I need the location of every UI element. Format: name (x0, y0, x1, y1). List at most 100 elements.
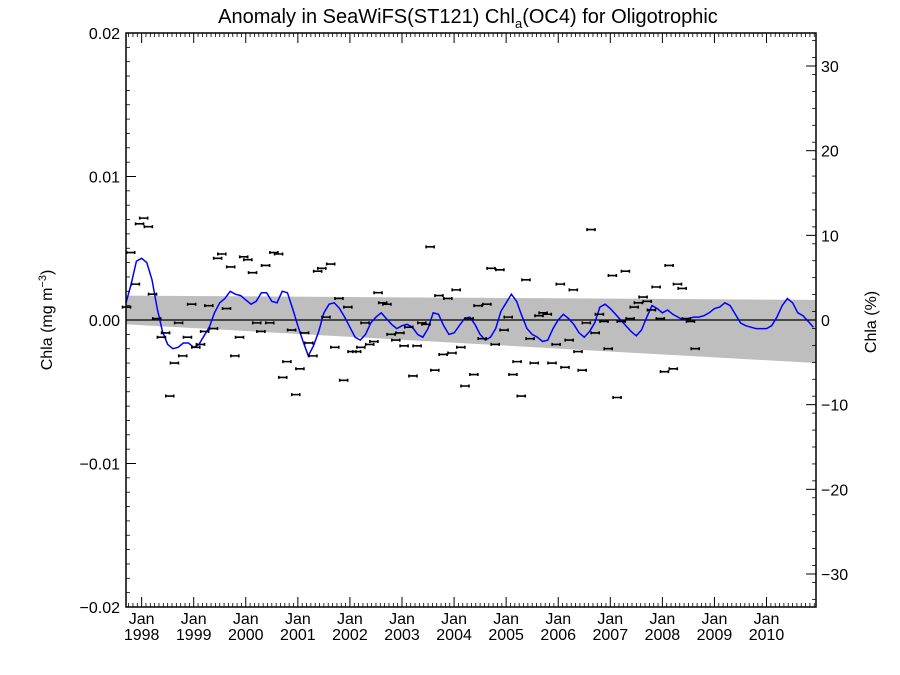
data-point (525, 337, 535, 341)
data-point (629, 305, 640, 309)
x-tick-label-year: 2008 (645, 627, 681, 644)
data-point (638, 295, 648, 299)
chart-title: Anomaly in SeaWiFS(ST121) Chla(OC4) for … (218, 6, 718, 31)
data-point (303, 341, 314, 345)
data-point (438, 352, 448, 356)
data-point (338, 378, 349, 382)
data-point (386, 332, 396, 336)
data-point (616, 319, 627, 323)
data-point (434, 294, 444, 298)
data-point (451, 288, 461, 292)
data-point (312, 269, 323, 273)
data-point (412, 344, 422, 348)
data-point (620, 269, 631, 273)
data-point (603, 347, 614, 351)
data-point (486, 266, 496, 270)
x-tick-label-year: 2002 (332, 627, 368, 644)
data-point (508, 373, 518, 377)
data-point (555, 282, 566, 286)
data-point (633, 301, 644, 305)
data-point (482, 302, 492, 306)
data-point (668, 367, 679, 371)
x-tick-label-month: Jan (754, 611, 780, 628)
y-tick-label-left: −0.01 (80, 457, 121, 474)
data-point (685, 319, 696, 323)
x-tick-label-year: 1998 (124, 627, 160, 644)
data-point (299, 331, 310, 335)
data-point (495, 268, 505, 272)
data-point (473, 304, 483, 308)
x-tick-label-year: 2006 (540, 627, 576, 644)
data-point (334, 296, 344, 300)
data-point (503, 315, 514, 319)
data-point (225, 265, 236, 269)
data-point (677, 286, 687, 290)
data-point (160, 331, 171, 335)
data-point (690, 347, 700, 351)
data-point (190, 345, 201, 349)
data-point (573, 350, 583, 354)
data-point (369, 340, 379, 344)
data-point (364, 342, 375, 346)
x-tick-label-month: Jan (597, 611, 623, 628)
y-tick-label-right: 20 (821, 144, 839, 161)
x-tick-label-month: Jan (233, 611, 259, 628)
data-point (343, 305, 353, 309)
data-point (182, 335, 193, 339)
data-point (521, 278, 531, 282)
x-tick-label-month: Jan (441, 611, 467, 628)
data-point (568, 288, 579, 292)
plot-area: Jan1998Jan1999Jan2000Jan2001Jan2002Jan20… (80, 26, 848, 644)
data-point (447, 351, 457, 355)
x-tick-label-month: Jan (181, 611, 207, 628)
data-point (325, 262, 336, 266)
x-tick-label-month: Jan (493, 611, 519, 628)
data-point (469, 373, 479, 377)
data-point (277, 375, 288, 379)
data-point (204, 304, 214, 308)
data-point (282, 360, 292, 364)
data-point (234, 335, 245, 339)
x-tick-label-year: 1999 (176, 627, 212, 644)
data-point (651, 285, 661, 289)
data-point (138, 216, 149, 220)
data-point (199, 329, 210, 333)
data-point (456, 345, 466, 349)
data-point (164, 394, 175, 398)
data-point (264, 321, 275, 325)
data-point (542, 312, 553, 316)
data-point (195, 342, 206, 346)
data-point (512, 360, 522, 364)
data-point (659, 370, 670, 374)
data-point (134, 222, 145, 226)
x-tick-label-month: Jan (702, 611, 728, 628)
x-tick-label-month: Jan (545, 611, 571, 628)
smooth-line (125, 257, 814, 358)
y-tick-label-left: −0.02 (80, 600, 121, 617)
y-tick-label-right: −10 (821, 398, 848, 415)
data-point (273, 252, 284, 256)
data-point (125, 251, 136, 255)
data-point (430, 368, 440, 372)
x-tick-label-month: Jan (337, 611, 363, 628)
data-point (547, 361, 557, 365)
data-point (151, 317, 162, 321)
data-point (590, 331, 600, 335)
uncertainty-band (126, 295, 816, 364)
data-point (477, 337, 487, 341)
data-point (581, 321, 592, 325)
data-point (308, 354, 318, 358)
data-point (186, 302, 197, 306)
data-point (425, 245, 435, 249)
data-point (290, 393, 301, 397)
data-point (256, 329, 266, 333)
data-point (564, 338, 574, 342)
x-tick-label-year: 2009 (697, 627, 733, 644)
data-point (330, 345, 340, 349)
x-tick-label-year: 2003 (384, 627, 420, 644)
data-point (247, 271, 258, 275)
y-tick-label-right: −30 (821, 567, 848, 584)
data-point (169, 361, 180, 365)
data-point (395, 331, 405, 335)
